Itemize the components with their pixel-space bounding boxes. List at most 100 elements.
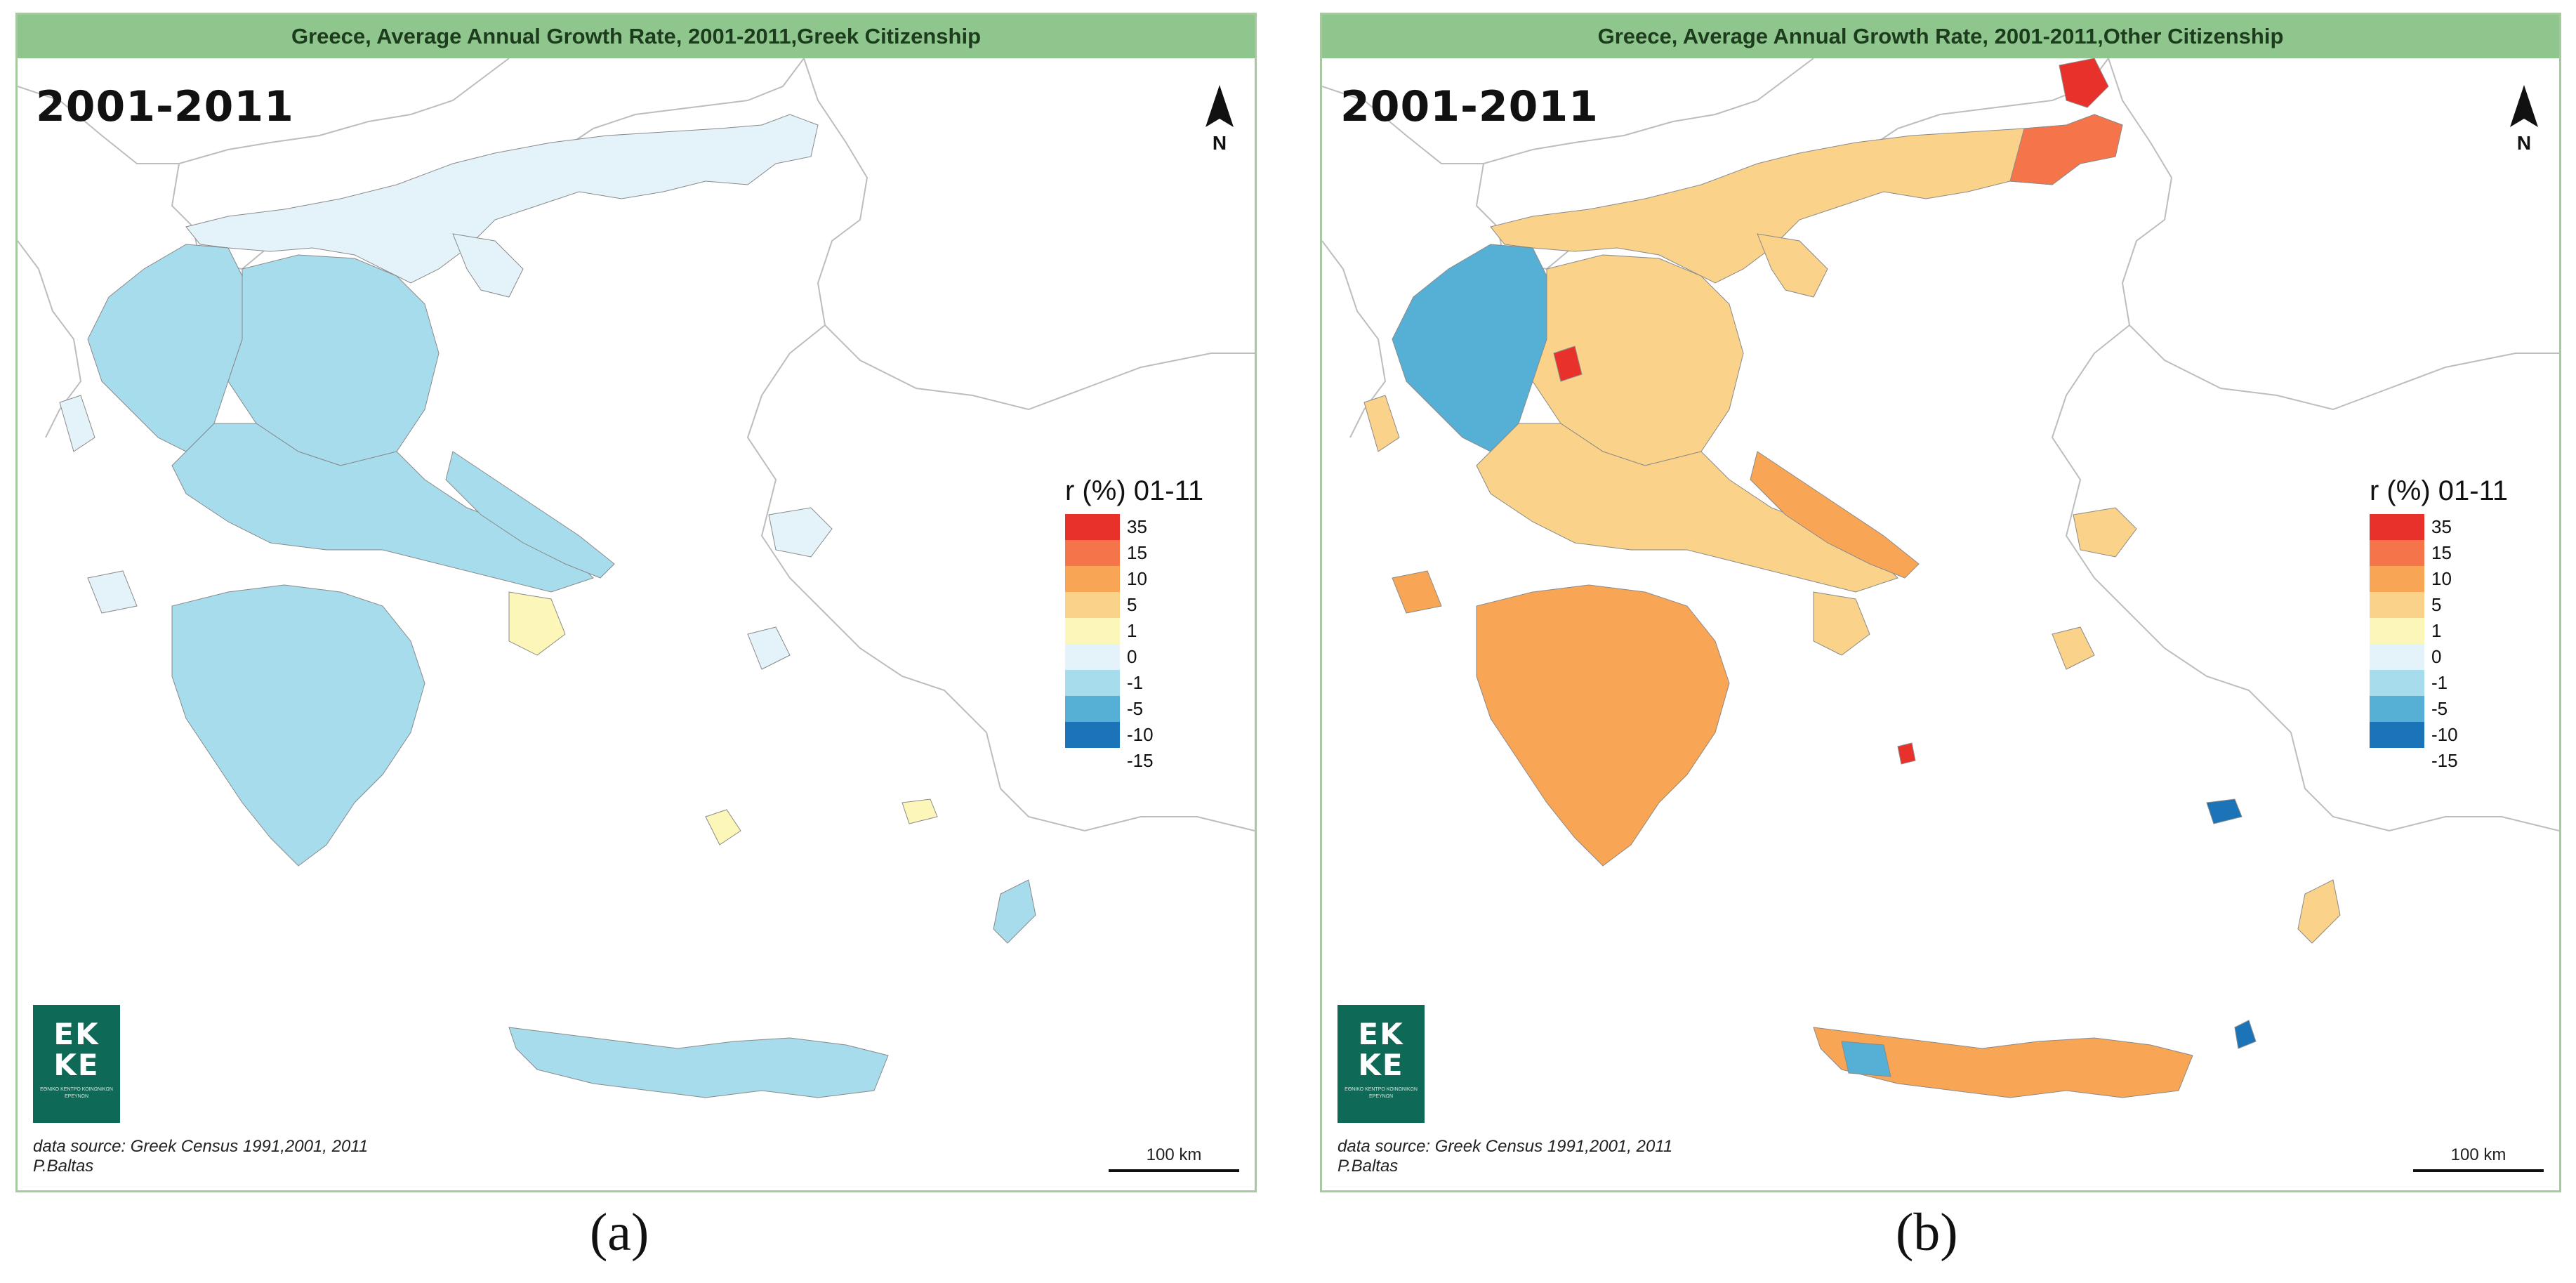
region-rhodes	[2297, 879, 2341, 944]
region-kos	[901, 798, 938, 824]
legend-swatch	[1065, 696, 1120, 722]
legend-label: 15	[2431, 542, 2452, 563]
ekke-logo: EK KE ΕΘΝΙΚΟ ΚΕΝΤΡΟ ΚΟΙΝΩΝΙΚΩΝ ΕΡΕΥΝΩΝ	[1337, 1005, 1425, 1123]
data-source: data source: Greek Census 1991,2001, 201…	[1337, 1137, 1673, 1176]
legend-label: 5	[2431, 594, 2442, 615]
legend-label: 35	[1127, 516, 1147, 537]
region-chania	[1841, 1041, 1891, 1077]
region-karditsa	[1553, 346, 1583, 382]
legend-label: -5	[2431, 698, 2448, 719]
legend-swatch	[2370, 644, 2424, 670]
legend-swatch	[2370, 592, 2424, 618]
legend-swatch	[1065, 748, 1120, 774]
legend-class: 1	[2370, 618, 2538, 644]
region-corfu	[1363, 395, 1400, 452]
legend-label: -10	[1127, 724, 1154, 745]
region-kefalonia	[87, 570, 138, 614]
legend-swatch	[1065, 644, 1120, 670]
legend-classes: 35 15 10 5 1 0 -1 -5 -10 -15	[2370, 514, 2538, 774]
logo-letters: EK KE	[1358, 1017, 1404, 1082]
ekke-logo: EK KE ΕΘΝΙΚΟ ΚΕΝΤΡΟ ΚΟΙΝΩΝΙΚΩΝ ΕΡΕΥΝΩΝ	[33, 1005, 120, 1123]
region-peloponnese	[171, 584, 425, 867]
north-arrow: N	[1198, 85, 1241, 154]
legend-swatch	[2370, 540, 2424, 566]
legend-class: 10	[2370, 566, 2538, 592]
legend-class: 5	[2370, 592, 2538, 618]
legend-class: -1	[2370, 670, 2538, 696]
region-rhodes	[993, 879, 1036, 944]
region-thessaly	[227, 254, 440, 466]
north-arrow-icon	[2510, 85, 2538, 127]
legend-class: -15	[1065, 748, 1234, 774]
region-naxos	[705, 809, 741, 846]
scale-label: 100 km	[1146, 1145, 1202, 1164]
legend-swatch	[1065, 514, 1120, 540]
region-kos	[2206, 798, 2243, 824]
region-chalkidiki	[1757, 233, 1828, 298]
legend-swatch	[2370, 618, 2424, 644]
legend-label: 0	[1127, 646, 1137, 667]
region-evros-north	[2059, 58, 2109, 108]
north-arrow-icon	[1206, 85, 1234, 127]
scale-label: 100 km	[2450, 1145, 2506, 1164]
legend-label: 10	[2431, 568, 2452, 589]
caption-a: (a)	[590, 1203, 649, 1262]
map-title: Greece, Average Annual Growth Rate, 2001…	[1322, 15, 2559, 58]
legend-swatch	[2370, 514, 2424, 540]
legend-class: -10	[1065, 722, 1234, 748]
legend-class: 1	[1065, 618, 1234, 644]
legend-label: 15	[1127, 542, 1147, 563]
scale-line	[1109, 1169, 1239, 1172]
legend-swatch	[1065, 722, 1120, 748]
legend-class: 15	[1065, 540, 1234, 566]
legend-swatch	[2370, 722, 2424, 748]
legend-label: 10	[1127, 568, 1147, 589]
legend-title: r (%) 01-11	[2370, 475, 2509, 506]
north-arrow: N	[2503, 85, 2545, 154]
legend-swatch	[1065, 618, 1120, 644]
legend-class: -10	[2370, 722, 2538, 748]
legend-label: 35	[2431, 516, 2452, 537]
scale-line	[2413, 1169, 2544, 1172]
legend-label: 0	[2431, 646, 2442, 667]
logo-letters: EK KE	[53, 1017, 100, 1082]
legend-class: 35	[2370, 514, 2538, 540]
caption-b: (b)	[1896, 1203, 1958, 1262]
region-central-greece	[171, 423, 594, 593]
legend-label: -5	[1127, 698, 1144, 719]
legend-class: -1	[1065, 670, 1234, 696]
legend-class: -5	[2370, 696, 2538, 722]
map-panel-greek-citizenship: Greece, Average Annual Growth Rate, 2001…	[15, 13, 1257, 1192]
region-evros	[2009, 114, 2123, 185]
choropleth-map	[18, 58, 1255, 1098]
scale-bar: 100 km	[2413, 1145, 2544, 1172]
legend-label: -1	[2431, 672, 2448, 693]
scale-bar: 100 km	[1109, 1145, 1239, 1172]
region-crete	[508, 1027, 889, 1098]
legend-class: 35	[1065, 514, 1234, 540]
legend-classes: 35 15 10 5 1 0 -1 -5 -10 -15	[1065, 514, 1234, 774]
legend-swatch	[2370, 696, 2424, 722]
region-samos-chios	[747, 626, 791, 670]
logo-subtitle: ΕΘΝΙΚΟ ΚΕΝΤΡΟ ΚΟΙΝΩΝΙΚΩΝ ΕΡΕΥΝΩΝ	[1345, 1087, 1418, 1099]
legend-label: 5	[1127, 594, 1137, 615]
region-corfu	[59, 395, 95, 452]
region-karpathos	[2234, 1020, 2257, 1049]
legend-swatch	[2370, 748, 2424, 774]
region-lesbos	[768, 507, 833, 558]
region-samos-chios	[2052, 626, 2095, 670]
region-epirus	[1392, 244, 1554, 452]
region-epirus	[87, 244, 250, 452]
region-chalkidiki	[452, 233, 524, 298]
choropleth-map	[1322, 58, 2559, 1098]
legend-class: 10	[1065, 566, 1234, 592]
legend-class: 0	[1065, 644, 1234, 670]
region-cyclades-west	[1897, 742, 1916, 765]
legend-title: r (%) 01-11	[1065, 475, 1204, 506]
region-attica	[1813, 591, 1870, 656]
region-thessaly	[1532, 254, 1744, 466]
data-source: data source: Greek Census 1991,2001, 201…	[33, 1137, 369, 1176]
map-title: Greece, Average Annual Growth Rate, 2001…	[18, 15, 1255, 58]
legend-label: -1	[1127, 672, 1144, 693]
region-central-greece	[1476, 423, 1898, 593]
